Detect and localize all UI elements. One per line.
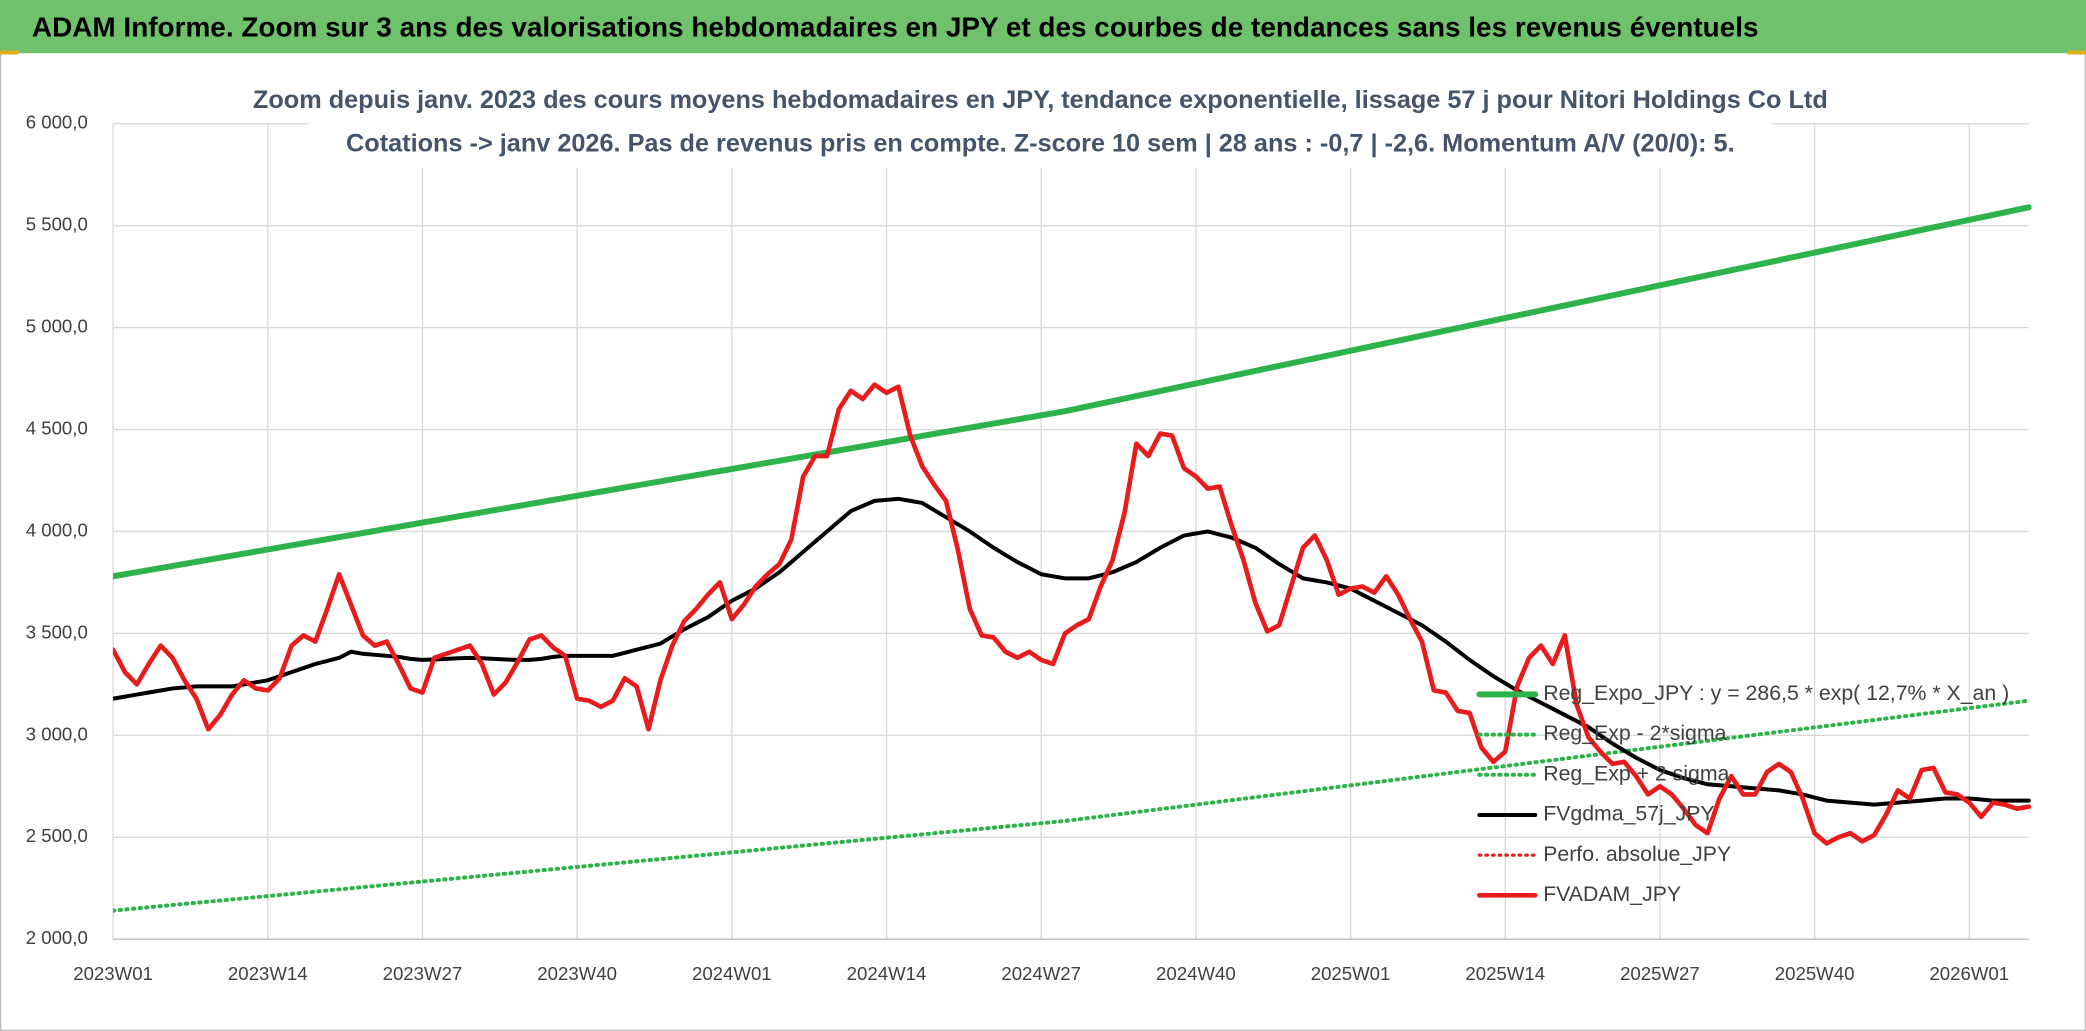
- x-tick-label: 2023W27: [383, 963, 463, 984]
- chart-title: ADAM Informe. Zoom sur 3 ans des valoris…: [32, 12, 1759, 43]
- x-tick-label: 2025W40: [1775, 963, 1855, 984]
- y-tick-label: 3 500,0: [26, 621, 88, 642]
- y-tick-label: 5 500,0: [26, 214, 88, 235]
- y-tick-label: 4 000,0: [26, 519, 88, 540]
- header-accent: [2067, 50, 2086, 55]
- y-tick-label: 4 500,0: [26, 417, 88, 438]
- y-tick-label: 2 000,0: [26, 927, 88, 948]
- x-tick-label: 2024W27: [1001, 963, 1081, 984]
- subtitle-box: [308, 79, 1773, 168]
- x-tick-label: 2026W01: [1929, 963, 2009, 984]
- legend-label: Perfo. absolue_JPY: [1543, 842, 1731, 866]
- legend-label: Reg_Exp - 2*sigma: [1543, 721, 1726, 745]
- line-series: [113, 698, 2031, 913]
- x-tick-label: 2024W01: [692, 963, 772, 984]
- line-series: [113, 204, 2032, 580]
- x-tick-label: 2025W01: [1311, 963, 1391, 984]
- y-tick-label: 3 000,0: [26, 723, 88, 744]
- header-accent: [0, 50, 19, 55]
- legend-label: FVADAM_JPY: [1543, 882, 1681, 906]
- x-tick-label: 2025W14: [1465, 963, 1545, 984]
- subtitle: Cotations -> janv 2026. Pas de revenus p…: [346, 130, 1735, 158]
- y-tick-label: 5 000,0: [26, 316, 88, 337]
- legend-label: FVgdma_57j_JPY: [1543, 802, 1714, 826]
- plot: [113, 204, 2032, 913]
- subtitle: Zoom depuis janv. 2023 des cours moyens …: [253, 86, 1828, 114]
- y-tick-label: 2 500,0: [26, 825, 88, 846]
- x-tick-label: 2025W27: [1620, 963, 1700, 984]
- legend-label: Reg_Exp + 2 sigma: [1543, 761, 1729, 785]
- x-tick-label: 2023W40: [537, 963, 617, 984]
- legend: Reg_Expo_JPY : y = 286,5 * exp( 12,7% * …: [1476, 681, 2009, 906]
- x-tick-label: 2023W14: [228, 963, 308, 984]
- y-tick-label: 6 000,0: [26, 112, 88, 133]
- legend-label: Reg_Expo_JPY : y = 286,5 * exp( 12,7% * …: [1543, 681, 2009, 705]
- x-tick-label: 2024W40: [1156, 963, 1236, 984]
- x-tick-label: 2023W01: [73, 963, 153, 984]
- header-bar: [0, 0, 2086, 54]
- line-series: [113, 382, 2032, 846]
- x-tick-label: 2024W14: [847, 963, 927, 984]
